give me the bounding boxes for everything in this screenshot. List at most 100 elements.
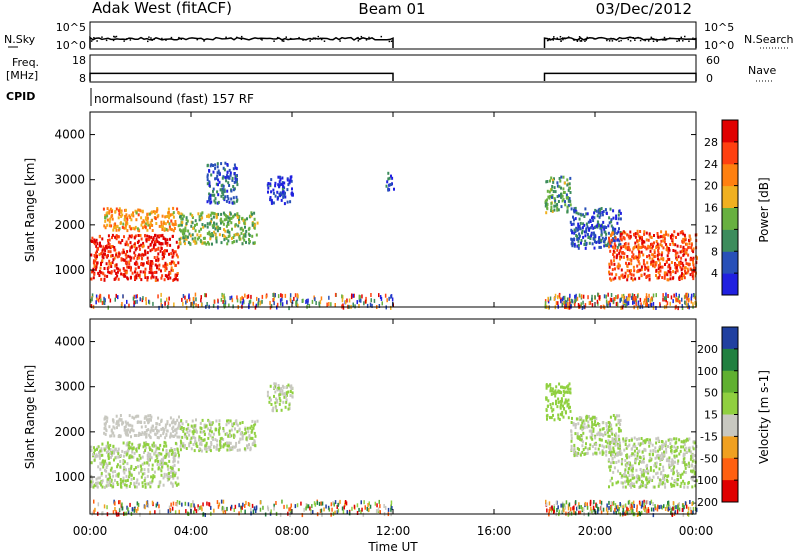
range-gate-cell bbox=[661, 440, 663, 443]
range-gate-cell bbox=[117, 452, 120, 456]
range-gate-cell bbox=[119, 478, 122, 481]
range-gate-cell bbox=[141, 209, 144, 213]
range-gate-cell bbox=[581, 506, 584, 511]
range-gate-cell bbox=[641, 241, 644, 245]
range-gate-cell bbox=[580, 424, 583, 428]
range-gate-cell bbox=[124, 261, 127, 265]
range-gate-cell bbox=[605, 299, 608, 304]
range-gate-cell bbox=[576, 432, 579, 436]
range-gate-cell bbox=[186, 430, 189, 434]
range-gate-cell bbox=[682, 232, 685, 236]
range-gate-cell bbox=[597, 240, 600, 244]
range-gate-cell bbox=[240, 505, 242, 510]
range-gate-cell bbox=[314, 502, 317, 507]
range-gate-cell bbox=[626, 478, 629, 482]
range-gate-cell bbox=[612, 500, 615, 505]
range-gate-cell bbox=[103, 274, 106, 278]
range-gate-cell bbox=[137, 234, 140, 237]
trace-dot bbox=[302, 39, 304, 41]
range-gate-cell bbox=[613, 231, 616, 235]
range-gate-cell bbox=[196, 233, 199, 237]
range-gate-cell bbox=[659, 457, 662, 461]
range-gate-cell bbox=[379, 510, 381, 515]
range-gate-cell bbox=[112, 258, 115, 262]
range-gate-cell bbox=[221, 505, 224, 510]
range-gate-cell bbox=[144, 267, 147, 271]
range-gate-cell bbox=[109, 476, 112, 479]
range-gate-cell bbox=[610, 298, 613, 303]
range-gate-cell bbox=[136, 271, 139, 275]
range-gate-cell bbox=[156, 431, 159, 435]
range-gate-cell bbox=[226, 242, 229, 246]
trace-dot bbox=[694, 37, 696, 40]
trace-dot bbox=[365, 39, 368, 41]
range-gate-cell bbox=[281, 297, 283, 302]
range-gate-cell bbox=[122, 294, 124, 299]
range-gate-cell bbox=[276, 388, 279, 392]
range-gate-cell bbox=[611, 272, 613, 276]
range-gate-cell bbox=[646, 509, 648, 514]
noise-right-label: N.Search bbox=[744, 33, 794, 46]
range-gate-cell bbox=[139, 270, 142, 274]
range-gate-cell bbox=[610, 427, 613, 431]
range-gate-cell bbox=[649, 456, 652, 460]
range-gate-cell bbox=[581, 434, 584, 438]
range-gate-cell bbox=[673, 465, 676, 469]
range-gate-cell bbox=[213, 508, 215, 513]
range-gate-cell bbox=[610, 506, 613, 510]
range-gate-cell bbox=[161, 426, 164, 430]
range-gate-cell bbox=[675, 268, 678, 271]
range-gate-cell bbox=[318, 303, 321, 308]
range-gate-cell bbox=[283, 392, 286, 396]
range-gate-cell bbox=[121, 258, 124, 262]
range-gate-cell bbox=[146, 482, 149, 486]
range-gate-cell bbox=[144, 505, 146, 510]
range-gate-cell bbox=[657, 449, 660, 453]
range-gate-cell bbox=[123, 235, 125, 239]
range-gate-cell bbox=[663, 478, 666, 482]
range-gate-cell bbox=[624, 231, 627, 235]
trace-dot bbox=[290, 38, 293, 40]
range-gate-cell bbox=[636, 478, 639, 482]
range-gate-cell bbox=[229, 441, 232, 445]
range-gate-cell bbox=[658, 273, 661, 277]
range-gate-cell bbox=[203, 433, 206, 436]
range-gate-cell bbox=[663, 453, 666, 457]
range-gate-cell bbox=[142, 262, 145, 266]
range-gate-cell bbox=[209, 194, 212, 198]
range-gate-cell bbox=[296, 299, 298, 304]
range-gate-cell bbox=[109, 443, 112, 447]
range-gate-cell bbox=[665, 232, 668, 236]
range-gate-cell bbox=[620, 255, 623, 259]
range-gate-cell bbox=[690, 469, 692, 473]
range-gate-cell bbox=[587, 424, 590, 428]
range-gate-cell bbox=[691, 470, 694, 474]
range-gate-cell bbox=[609, 440, 612, 444]
range-gate-cell bbox=[636, 264, 639, 268]
range-gate-cell bbox=[216, 190, 219, 194]
range-gate-cell bbox=[290, 387, 293, 390]
range-gate-cell bbox=[577, 225, 580, 229]
range-gate-cell bbox=[623, 473, 626, 477]
trace-dot bbox=[112, 39, 115, 42]
range-gate-cell bbox=[688, 297, 690, 302]
range-gate-cell bbox=[179, 223, 182, 227]
range-gate-cell bbox=[241, 434, 244, 437]
range-gate-cell bbox=[606, 430, 609, 434]
range-gate-cell bbox=[653, 464, 656, 468]
range-gate-cell bbox=[125, 483, 128, 487]
range-gate-cell bbox=[253, 217, 256, 221]
range-gate-cell bbox=[131, 507, 134, 512]
range-gate-cell bbox=[627, 482, 630, 486]
trace-dot bbox=[273, 40, 275, 42]
range-gate-cell bbox=[247, 294, 250, 299]
range-gate-cell bbox=[289, 178, 292, 181]
range-gate-cell bbox=[177, 468, 180, 472]
range-gate-cell bbox=[615, 295, 617, 300]
range-gate-cell bbox=[164, 265, 167, 269]
range-gate-cell bbox=[119, 500, 121, 505]
range-gate-cell bbox=[147, 428, 150, 432]
range-gate-cell bbox=[98, 476, 101, 480]
range-gate-cell bbox=[608, 239, 611, 243]
range-gate-cell bbox=[132, 455, 135, 459]
